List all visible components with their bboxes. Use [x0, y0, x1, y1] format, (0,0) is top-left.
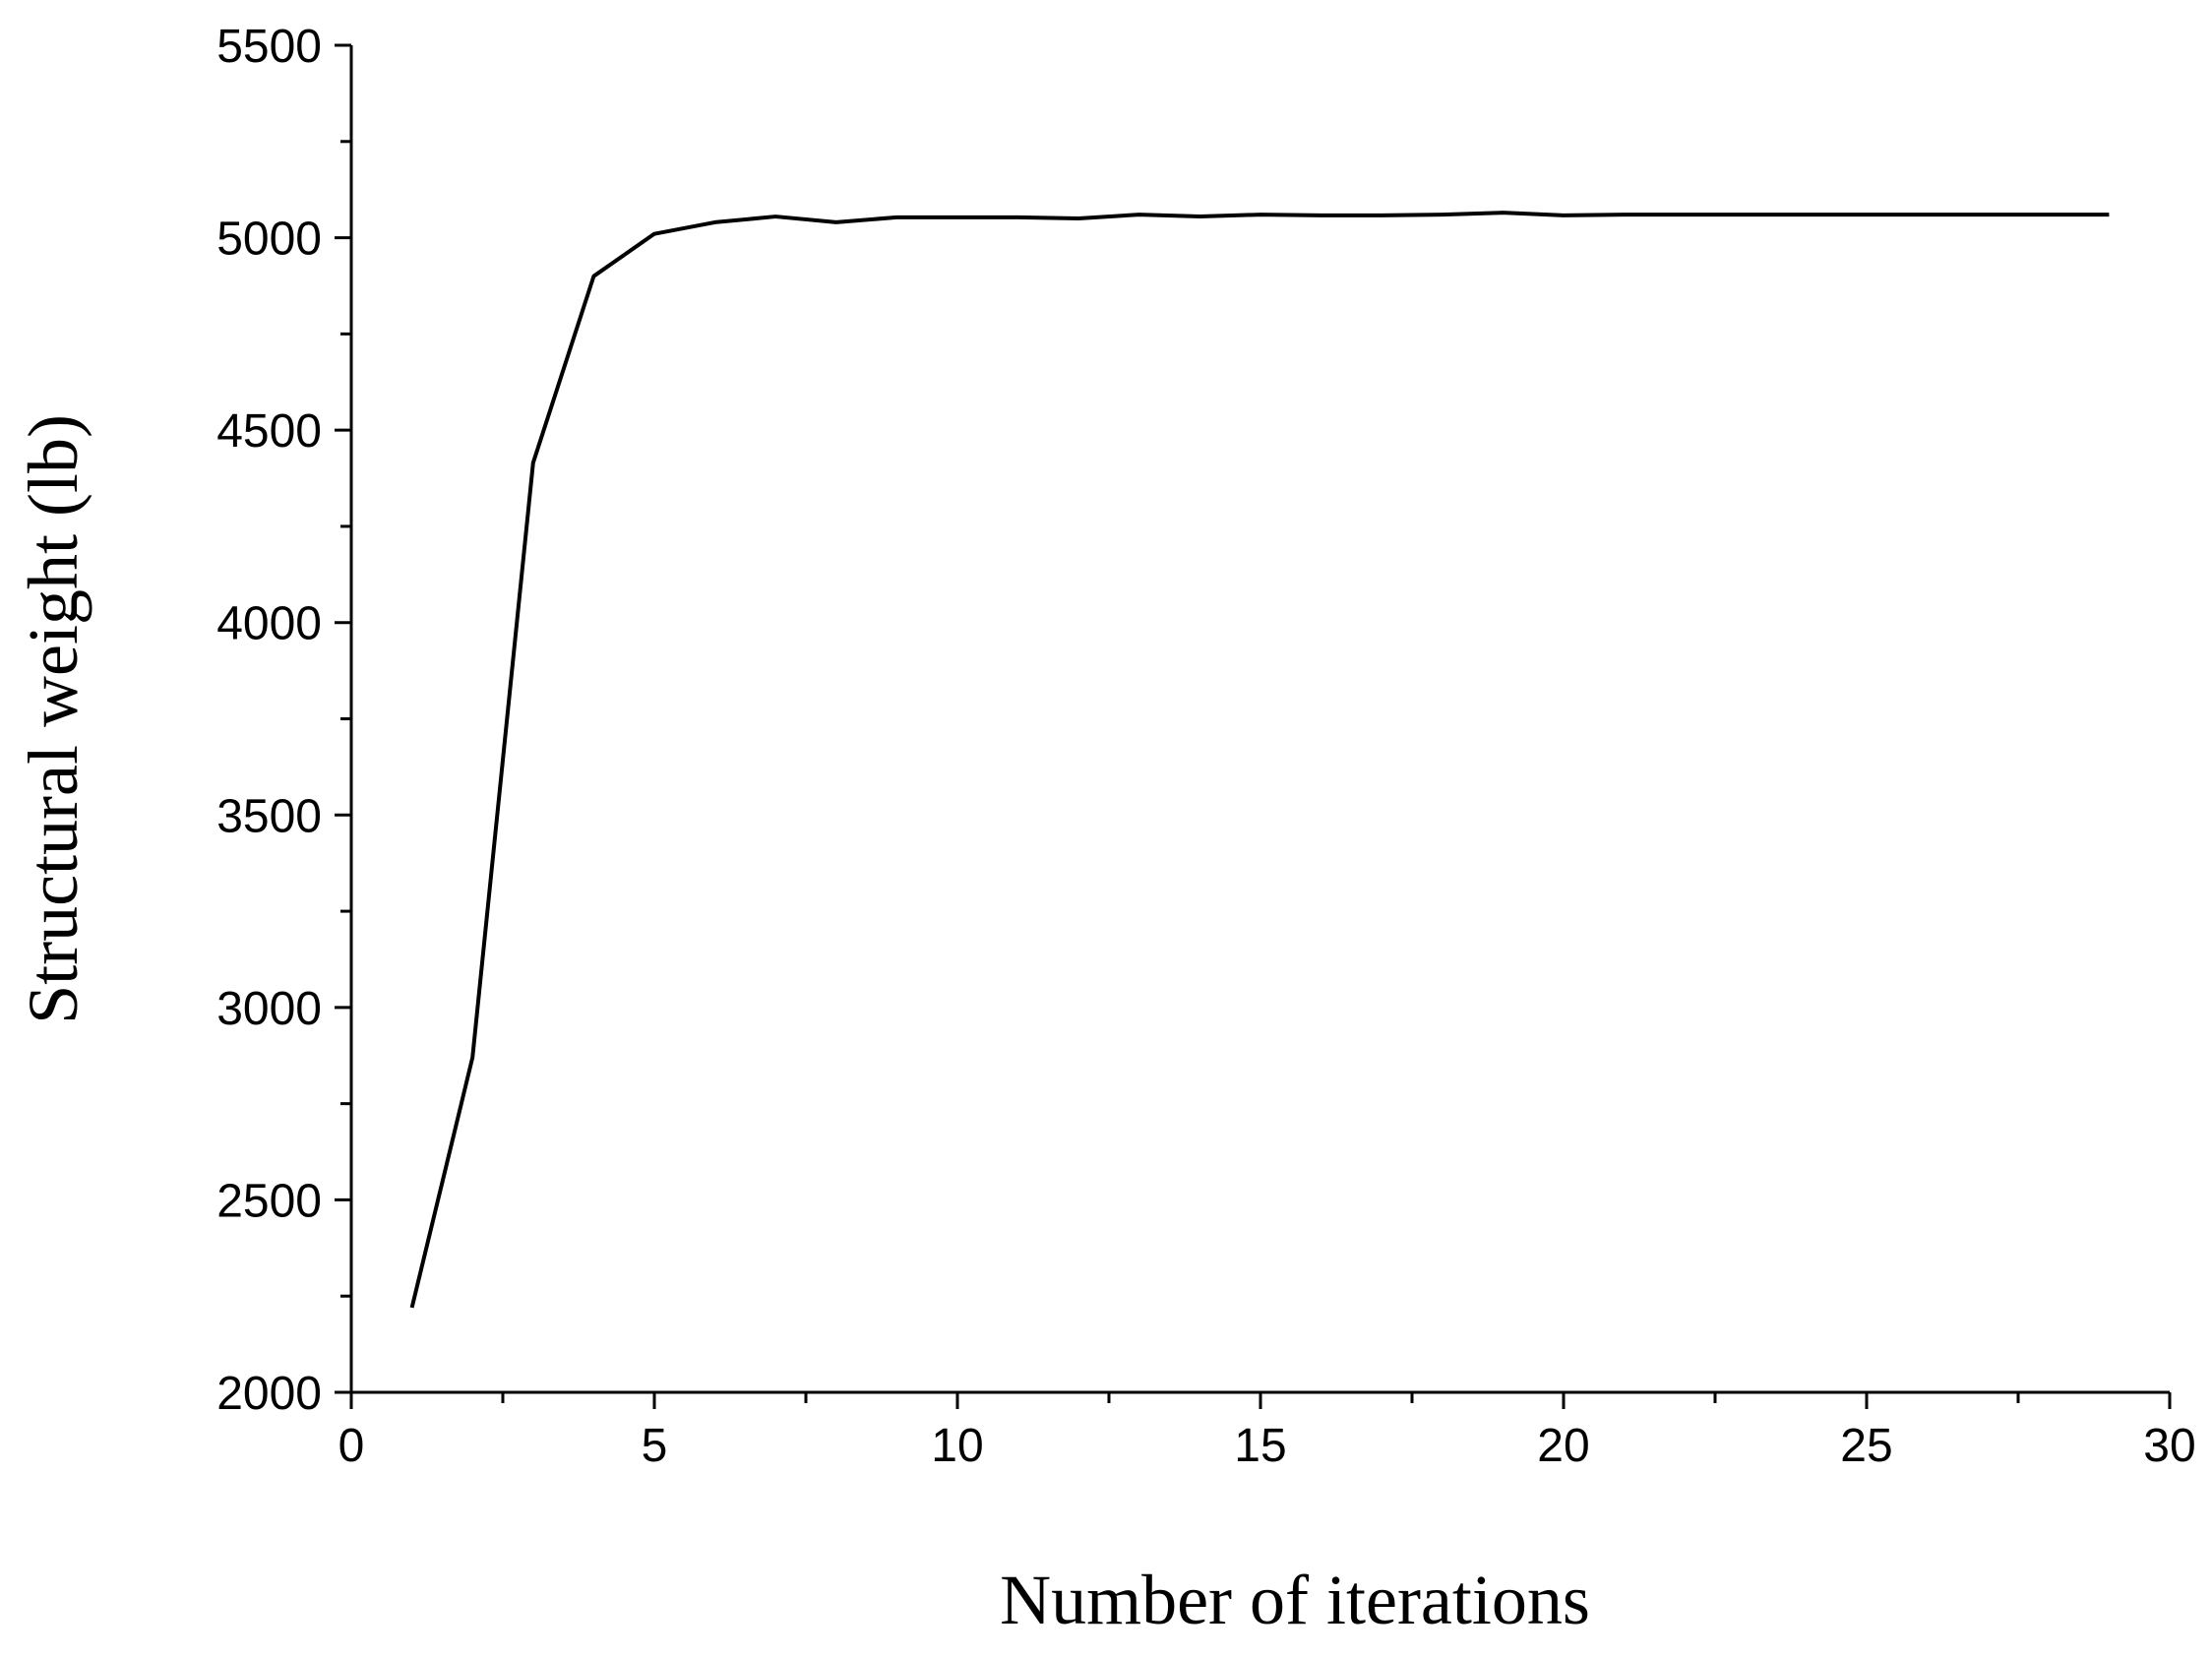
data-line — [409, 211, 2110, 1309]
y-tick-label: 4000 — [216, 598, 322, 650]
x-tick-label: 15 — [1234, 1420, 1286, 1472]
y-tick-label: 2000 — [216, 1368, 322, 1420]
x-tick-label: 5 — [642, 1420, 668, 1472]
x-tick-label: 20 — [1537, 1420, 1589, 1472]
y-tick-label: 5000 — [216, 214, 322, 266]
x-tick-label: 25 — [1840, 1420, 1892, 1472]
y-tick-label: 5500 — [216, 21, 322, 73]
y-tick-label: 3500 — [216, 790, 322, 842]
y-tick-label: 3000 — [216, 983, 322, 1035]
y-tick-label: 2500 — [216, 1175, 322, 1227]
x-tick-label: 30 — [2143, 1420, 2195, 1472]
y-axis-title: Structural weight (lb) — [14, 414, 92, 1024]
x-tick-label: 10 — [931, 1420, 983, 1472]
x-tick-label: 0 — [338, 1420, 365, 1472]
y-tick-label: 4500 — [216, 405, 322, 458]
x-axis-title: Number of iterations — [1000, 1561, 1590, 1639]
